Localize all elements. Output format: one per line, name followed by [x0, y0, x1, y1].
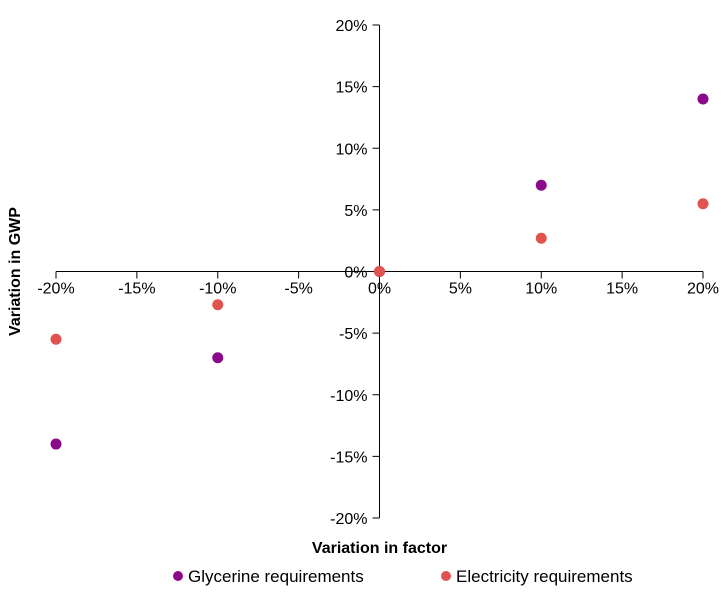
- y-axis-title: Variation in GWP: [7, 207, 24, 336]
- legend-label: Glycerine requirements: [188, 567, 364, 586]
- data-point-series-2: [535, 232, 547, 244]
- data-point-series-1: [212, 352, 224, 364]
- legend-label: Electricity requirements: [456, 567, 633, 586]
- y-tick-label: -10%: [330, 388, 367, 405]
- data-point-series-2: [374, 266, 385, 277]
- y-tick-label: 0%: [344, 265, 367, 282]
- x-tick-label: -5%: [284, 281, 312, 298]
- x-tick-label: 0%: [368, 281, 391, 298]
- y-tick-label: -5%: [339, 326, 367, 343]
- y-tick-label: 15%: [335, 80, 367, 97]
- data-points: [50, 93, 709, 450]
- data-point-series-1: [50, 438, 62, 450]
- y-tick-label: -20%: [330, 511, 367, 528]
- x-tick-label: 20%: [687, 281, 719, 298]
- data-point-series-2: [697, 198, 709, 210]
- y-tick-label: 10%: [335, 141, 367, 158]
- data-point-series-1: [535, 179, 547, 191]
- y-tick-label: -15%: [330, 449, 367, 466]
- x-axis-title: Variation in factor: [312, 540, 447, 557]
- x-tick-label: -20%: [37, 281, 74, 298]
- x-tick-label: 15%: [606, 281, 638, 298]
- legend: Glycerine requirements Electricity requir…: [173, 567, 633, 586]
- x-tick-label: -10%: [199, 281, 236, 298]
- legend-marker: [173, 571, 183, 581]
- data-point-series-2: [50, 333, 62, 345]
- x-tick-label: 10%: [525, 281, 557, 298]
- x-tick-label: -15%: [118, 281, 155, 298]
- y-axis-ticks: 20% 15% 10% 5% 0% -5% -10% -15% -20%: [330, 18, 380, 528]
- data-point-series-2: [212, 299, 224, 311]
- data-point-series-1: [697, 93, 709, 105]
- y-tick-label: 5%: [344, 203, 367, 220]
- y-tick-label: 20%: [335, 18, 367, 35]
- x-tick-label: 5%: [449, 281, 472, 298]
- legend-marker: [441, 571, 451, 581]
- x-axis-ticks: -20% -15% -10% -5% 0% 5% 10% 15% 20%: [37, 271, 719, 298]
